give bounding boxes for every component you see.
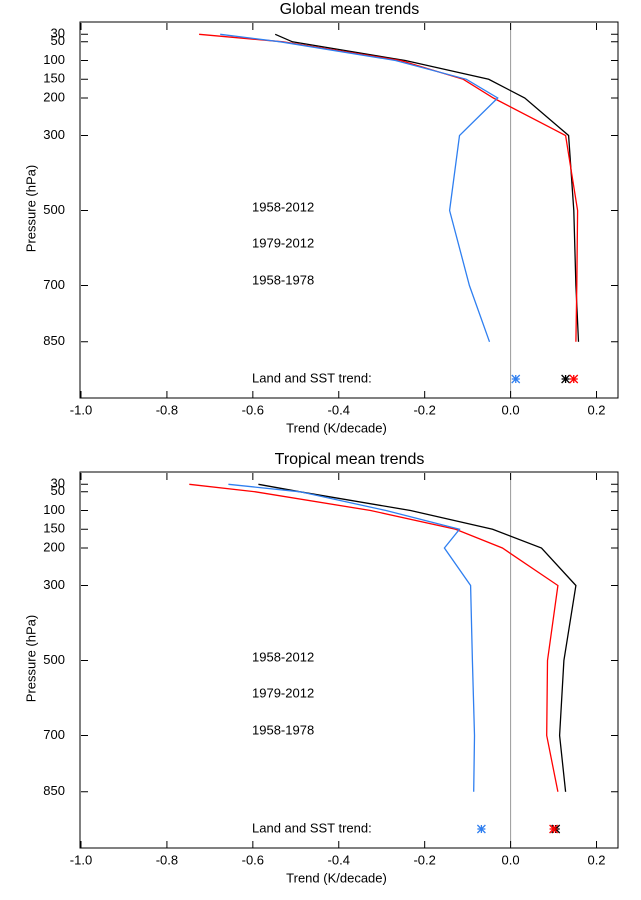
- surface-trend-marker: [476, 824, 486, 834]
- y-tick-label: 500: [43, 652, 65, 667]
- chart-title: Tropical mean trends: [275, 451, 425, 468]
- y-tick-label: 150: [43, 521, 65, 536]
- x-tick-label: -0.4: [328, 852, 350, 867]
- y-tick-label: 30: [51, 26, 65, 41]
- plot-frame: [79, 471, 619, 849]
- surface-trend-marker: [549, 824, 559, 834]
- legend-label: 1958-2012: [252, 649, 314, 664]
- legend-label: 1979-2012: [252, 235, 314, 250]
- x-tick-label: -0.6: [242, 402, 264, 417]
- legend-label: 1979-2012: [252, 685, 314, 700]
- y-tick-label: 100: [43, 502, 65, 517]
- legend-label: 1958-1978: [252, 722, 314, 737]
- annotation: Land and SST trend:: [252, 820, 372, 835]
- y-tick-label: 850: [43, 783, 65, 798]
- x-tick-label: 0.2: [587, 402, 605, 417]
- x-tick-label: -0.4: [328, 402, 350, 417]
- x-tick-label: -1.0: [70, 402, 92, 417]
- x-tick-label: 0.0: [502, 402, 520, 417]
- annotation: Land and SST trend:: [252, 370, 372, 385]
- x-tick-label: -0.6: [242, 852, 264, 867]
- y-tick-label: 50: [51, 483, 65, 498]
- x-tick-label: -0.2: [413, 402, 435, 417]
- y-tick-label: 500: [43, 202, 65, 217]
- trend-line: [199, 33, 579, 342]
- trend-line: [274, 33, 580, 342]
- trend-line: [228, 483, 476, 792]
- y-tick-label: 300: [43, 577, 65, 592]
- y-tick-label: 200: [43, 89, 65, 104]
- y-tick-label: 30: [51, 476, 65, 491]
- y-tick-label: 850: [43, 333, 65, 348]
- surface-trend-marker: [561, 374, 571, 384]
- y-tick-label: 700: [43, 277, 65, 292]
- x-tick-label: -0.8: [156, 402, 178, 417]
- y-axis-label: Pressure (hPa): [23, 615, 38, 702]
- y-tick-label: 100: [43, 52, 65, 67]
- plot-frame: [79, 21, 619, 399]
- y-tick-label: 200: [43, 539, 65, 554]
- x-tick-label: 0.0: [502, 852, 520, 867]
- legend-label: 1958-2012: [252, 199, 314, 214]
- x-tick-label: 0.2: [587, 852, 605, 867]
- chart-title: Global mean trends: [280, 1, 420, 18]
- x-tick-label: -1.0: [70, 852, 92, 867]
- x-tick-label: -0.2: [413, 852, 435, 867]
- x-axis-label: Trend (K/decade): [286, 420, 387, 435]
- surface-trend-marker: [511, 374, 521, 384]
- trend-line: [258, 483, 577, 792]
- legend-label: 1958-1978: [252, 272, 314, 287]
- y-tick-label: 50: [51, 33, 65, 48]
- x-axis-label: Trend (K/decade): [286, 870, 387, 885]
- y-axis-label: Pressure (hPa): [23, 165, 38, 252]
- x-tick-label: -0.8: [156, 852, 178, 867]
- trend-line: [220, 33, 499, 343]
- trend-line: [189, 483, 559, 792]
- surface-trend-marker: [569, 374, 579, 384]
- y-tick-label: 150: [43, 71, 65, 86]
- y-tick-label: 700: [43, 727, 65, 742]
- y-tick-label: 300: [43, 127, 65, 142]
